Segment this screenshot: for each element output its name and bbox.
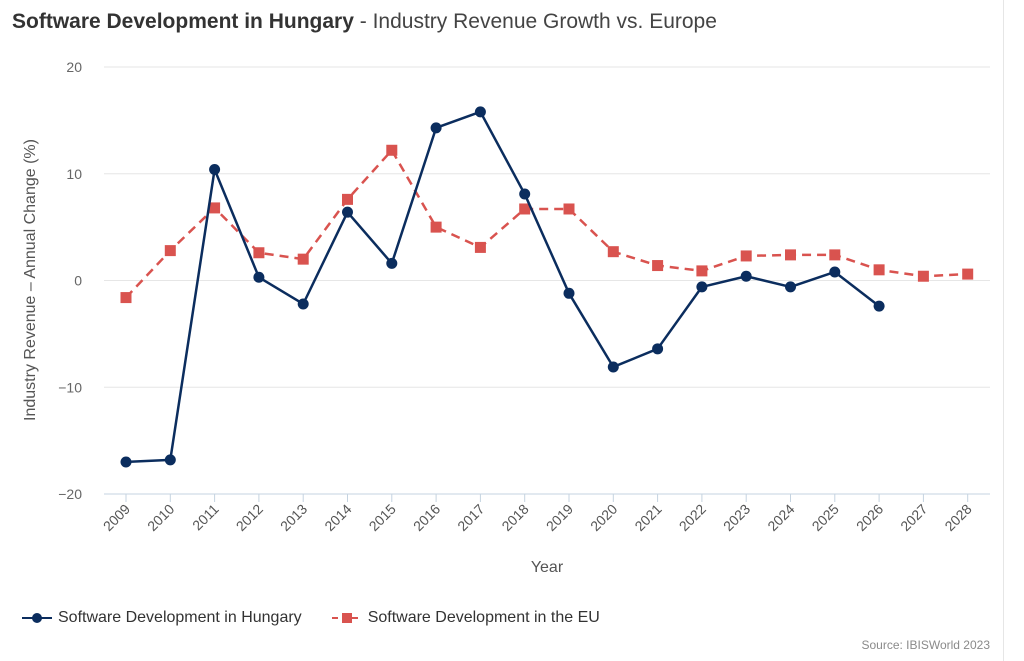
x-tick-label: 2012: [233, 501, 266, 534]
data-point-eu[interactable]: [120, 292, 132, 304]
chart-title-separator: -: [353, 10, 373, 33]
chart-title-main: Software Development in Hungary: [12, 10, 354, 33]
data-point-eu[interactable]: [785, 249, 796, 261]
data-point-eu[interactable]: [917, 270, 929, 282]
legend-item-hungary[interactable]: Software Development in Hungary: [22, 608, 302, 628]
data-point-hungary[interactable]: [873, 300, 885, 312]
data-point-eu[interactable]: [474, 241, 486, 253]
x-tick-label: 2013: [277, 501, 310, 534]
y-tick-label: 0: [74, 273, 82, 289]
x-tick-label: 2018: [498, 501, 531, 534]
data-point-eu[interactable]: [253, 247, 265, 259]
y-tick-label: −20: [58, 486, 82, 502]
x-tick-label: 2026: [853, 501, 886, 534]
data-point-eu[interactable]: [696, 265, 708, 277]
data-point-eu[interactable]: [740, 250, 752, 262]
legend-label-hungary: Software Development in Hungary: [58, 609, 302, 626]
x-tick-label: 2023: [720, 501, 753, 534]
data-point-hungary[interactable]: [253, 271, 265, 283]
data-point-eu[interactable]: [164, 245, 176, 257]
data-point-hungary[interactable]: [164, 454, 176, 466]
x-tick-label: 2014: [321, 501, 354, 534]
x-tick-label: 2011: [189, 501, 222, 534]
data-point-eu[interactable]: [563, 203, 575, 215]
data-point-hungary[interactable]: [785, 281, 796, 293]
data-point-hungary[interactable]: [740, 270, 752, 282]
data-point-hungary[interactable]: [297, 298, 309, 310]
legend-item-eu[interactable]: Software Development in the EU: [331, 608, 600, 628]
series-line-hungary: [125, 110, 880, 464]
data-point-hungary[interactable]: [342, 206, 353, 218]
data-point-hungary[interactable]: [386, 257, 398, 269]
y-tick-label: −10: [58, 379, 82, 395]
x-tick-label: 2010: [144, 501, 177, 534]
series-line-eu: [125, 149, 968, 299]
data-point-hungary[interactable]: [652, 343, 664, 355]
x-tick-label: 2020: [587, 501, 620, 534]
data-point-eu[interactable]: [386, 144, 398, 156]
data-point-hungary[interactable]: [607, 361, 619, 373]
x-tick-label: 2009: [100, 501, 133, 534]
data-point-hungary[interactable]: [430, 122, 442, 134]
x-tick-label: 2025: [809, 501, 842, 534]
grid-lines: [104, 66, 990, 495]
y-tick-label: 10: [66, 166, 82, 182]
legend-square-dashed-line-icon: [331, 613, 362, 623]
x-tick-label: 2019: [543, 501, 576, 534]
data-point-eu[interactable]: [607, 246, 619, 258]
data-point-hungary[interactable]: [829, 266, 841, 278]
legend: Software Development in Hungary Software…: [22, 608, 630, 628]
data-point-eu[interactable]: [342, 193, 353, 205]
right-divider: [1003, 0, 1004, 661]
data-point-eu[interactable]: [873, 264, 885, 276]
legend-circle-line-icon: [22, 613, 52, 623]
x-tick-label: 2016: [410, 501, 443, 534]
series-layer: [120, 106, 974, 468]
x-tick-label: 2017: [454, 501, 487, 534]
x-tick-label: 2022: [676, 501, 709, 534]
data-point-hungary[interactable]: [696, 281, 708, 293]
x-tick-label: 2021: [631, 501, 664, 534]
data-point-eu[interactable]: [519, 203, 531, 215]
source-note: Source: IBISWorld 2023: [861, 638, 990, 652]
data-point-hungary[interactable]: [120, 456, 132, 468]
data-point-hungary[interactable]: [563, 287, 575, 299]
series-eu: [120, 144, 974, 304]
y-axis-title: Industry Revenue – Annual Change (%): [22, 139, 39, 421]
data-point-eu[interactable]: [297, 253, 309, 265]
data-point-eu[interactable]: [652, 260, 664, 272]
data-point-eu[interactable]: [430, 221, 442, 233]
x-axis-title: Year: [531, 559, 564, 576]
series-hungary: [120, 106, 885, 468]
x-tick-label: 2027: [897, 501, 930, 534]
x-tick-label: 2015: [366, 501, 399, 534]
x-tick-label: 2028: [941, 501, 974, 534]
legend-label-eu: Software Development in the EU: [367, 609, 600, 626]
data-point-hungary[interactable]: [209, 163, 221, 175]
chart-subtitle: Industry Revenue Growth vs. Europe: [372, 10, 717, 33]
data-point-hungary[interactable]: [519, 188, 531, 200]
x-tick-label: 2024: [764, 501, 797, 534]
y-tick-label: 20: [66, 59, 82, 75]
data-point-hungary[interactable]: [474, 106, 486, 118]
data-point-eu[interactable]: [962, 268, 974, 280]
data-point-eu[interactable]: [829, 249, 841, 261]
chart-title: Software Development in Hungary - Indust…: [12, 10, 717, 34]
data-point-eu[interactable]: [209, 202, 221, 214]
